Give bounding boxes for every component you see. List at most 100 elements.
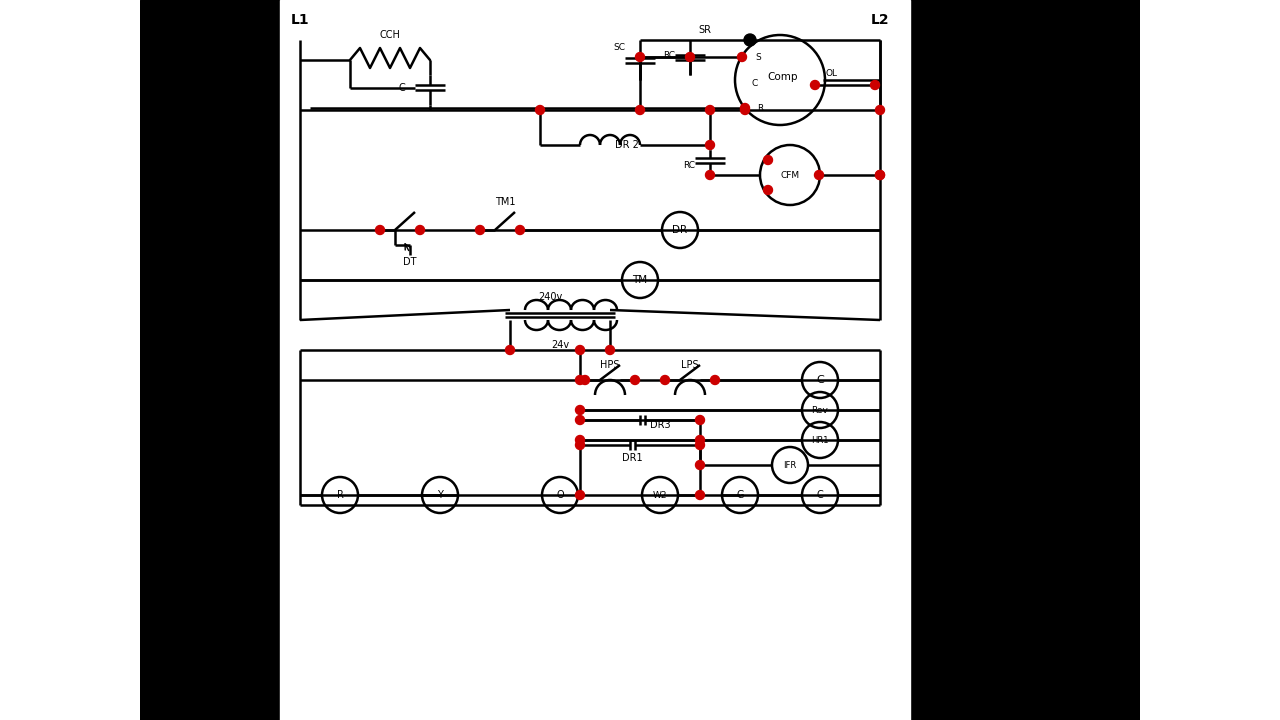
Text: O: O (557, 490, 563, 500)
Bar (910, 0, 1140, 720)
Text: LPS: LPS (681, 360, 699, 370)
Text: R: R (337, 490, 343, 500)
Text: DR1: DR1 (622, 453, 643, 463)
Text: R: R (756, 104, 763, 112)
Circle shape (695, 461, 704, 469)
Text: DR: DR (672, 225, 687, 235)
Circle shape (695, 436, 704, 444)
Text: DT: DT (931, 456, 943, 466)
Text: SR: SR (699, 25, 712, 35)
Text: Overload: Overload (986, 315, 1029, 325)
Text: C: C (817, 375, 824, 385)
Text: Rev: Rev (812, 405, 828, 415)
Circle shape (876, 171, 884, 179)
Circle shape (576, 436, 585, 444)
Text: Start capacitor: Start capacitor (986, 362, 1057, 372)
Circle shape (763, 156, 773, 164)
Circle shape (695, 490, 704, 500)
Text: HR1: HR1 (812, 436, 828, 444)
Circle shape (660, 376, 669, 384)
Circle shape (475, 225, 485, 235)
Text: Comp: Comp (931, 164, 959, 174)
Text: OL: OL (931, 315, 943, 325)
Text: CFM: CFM (781, 171, 800, 179)
Text: Heat relay 1: Heat relay 1 (986, 245, 1044, 254)
Text: High pressure switch: High pressure switch (986, 211, 1088, 221)
Circle shape (763, 186, 773, 194)
Circle shape (737, 53, 746, 61)
Text: DT: DT (403, 257, 417, 267)
Circle shape (635, 53, 645, 61)
Text: Condenser fan switch: Condenser fan switch (986, 140, 1091, 150)
Circle shape (535, 106, 544, 114)
Text: IFM: IFM (931, 268, 947, 278)
Circle shape (581, 376, 590, 384)
Text: RC: RC (931, 338, 943, 348)
Circle shape (416, 225, 425, 235)
Text: Low pressure switch: Low pressure switch (986, 292, 1084, 302)
Text: IFR: IFR (783, 461, 796, 469)
Text: Crankcase heater: Crankcase heater (986, 94, 1071, 104)
Circle shape (635, 106, 645, 114)
Text: G: G (736, 490, 744, 500)
Text: C: C (398, 83, 404, 93)
Text: Start Relay: Start Relay (986, 385, 1039, 395)
Circle shape (506, 346, 515, 354)
Text: C: C (817, 490, 823, 500)
Text: Y: Y (436, 490, 443, 500)
Text: CCH: CCH (380, 30, 401, 40)
Text: Run capacitor: Run capacitor (986, 338, 1052, 348)
Text: OL: OL (826, 68, 837, 78)
Text: Condenser fan motor: Condenser fan motor (986, 117, 1088, 127)
Text: 240v: 240v (538, 292, 562, 302)
Text: TM: TM (931, 433, 945, 443)
Text: L1: L1 (291, 13, 310, 27)
Text: CFS: CFS (931, 140, 948, 150)
Text: HPS: HPS (931, 211, 950, 221)
Circle shape (741, 104, 750, 112)
Circle shape (576, 405, 585, 415)
Circle shape (695, 415, 704, 425)
Text: C: C (931, 70, 937, 80)
Circle shape (576, 441, 585, 449)
Text: CCH: CCH (931, 94, 951, 104)
Text: L2: L2 (870, 13, 890, 27)
Circle shape (695, 441, 704, 449)
Text: SC: SC (931, 362, 943, 372)
Text: RC: RC (663, 50, 675, 60)
Circle shape (576, 490, 585, 500)
Text: contactor: contactor (986, 70, 1032, 80)
Circle shape (741, 106, 750, 114)
Circle shape (744, 34, 756, 46)
Text: Timer motor: Timer motor (986, 433, 1046, 443)
Text: W2: W2 (653, 490, 667, 500)
Text: REV: REV (931, 480, 950, 490)
Circle shape (686, 53, 695, 61)
Text: Comp: Comp (768, 72, 799, 82)
Text: CFM: CFM (931, 117, 951, 127)
Text: HPS: HPS (600, 360, 620, 370)
Circle shape (876, 171, 884, 179)
Bar (140, 0, 280, 720)
Circle shape (705, 106, 714, 114)
Text: RC: RC (684, 161, 695, 169)
Text: Legend: Legend (931, 37, 993, 53)
Text: Defrost relay: Defrost relay (986, 409, 1048, 419)
Text: 24v: 24v (550, 340, 570, 350)
Circle shape (576, 376, 585, 384)
Circle shape (876, 106, 884, 114)
Circle shape (631, 376, 640, 384)
Text: C: C (751, 78, 758, 88)
Circle shape (870, 81, 879, 89)
Text: LPS: LPS (931, 292, 947, 302)
Circle shape (705, 140, 714, 150)
Text: DTS: DTS (931, 187, 950, 197)
Text: Compressor: Compressor (986, 164, 1043, 174)
Circle shape (516, 225, 525, 235)
Text: DR3: DR3 (650, 420, 671, 430)
Circle shape (814, 171, 823, 179)
Text: HR1: HR1 (931, 245, 950, 254)
Text: DR: DR (931, 409, 945, 419)
Text: TM: TM (632, 275, 648, 285)
Text: SC: SC (613, 42, 625, 52)
